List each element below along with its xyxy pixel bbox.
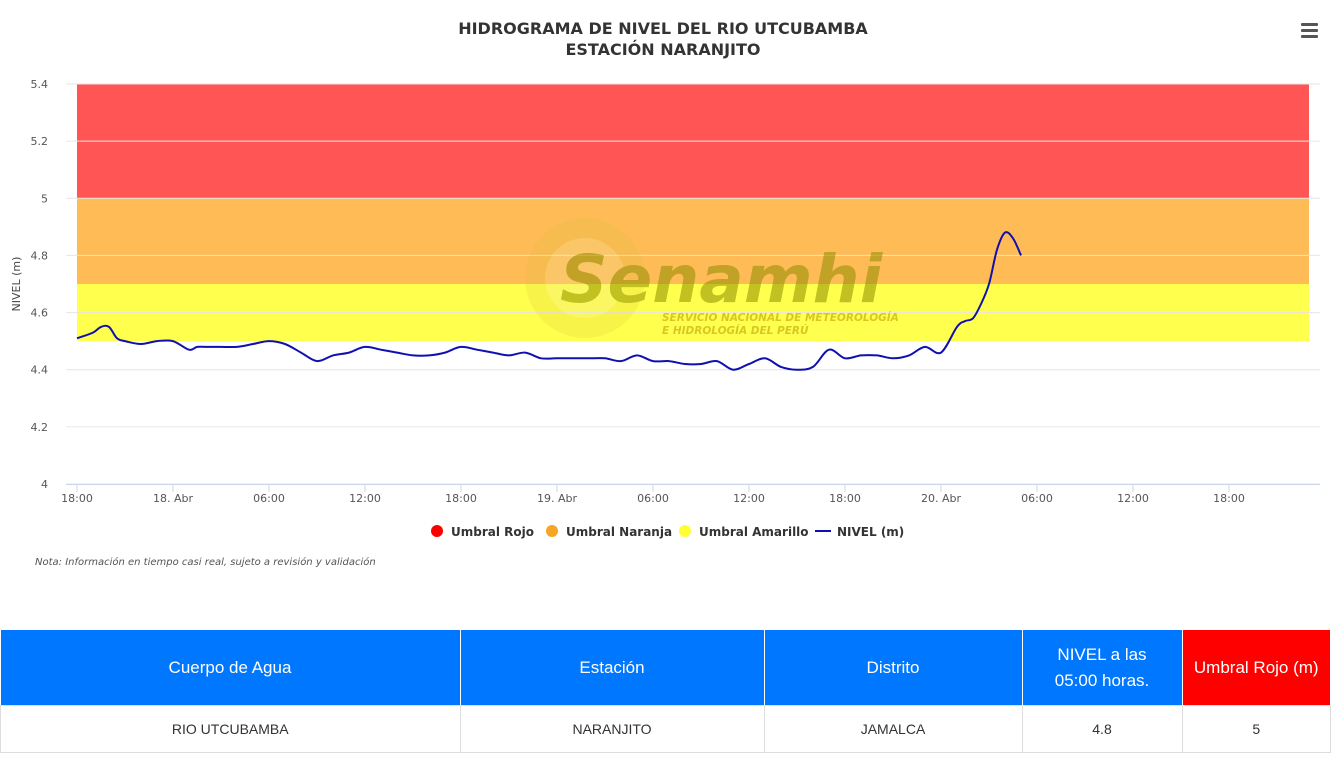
watermark-line-1: SERVICIO NACIONAL DE METEOROLOGÍA <box>662 311 899 324</box>
legend-marker-rojo[interactable] <box>431 525 443 537</box>
watermark-brand: Senamhi <box>560 241 884 318</box>
legend-marker-amarillo[interactable] <box>679 525 691 537</box>
band-umbral-naranja <box>77 198 1309 284</box>
legend-label-amarillo[interactable]: Umbral Amarillo <box>699 525 809 539</box>
y-tick-label: 5 <box>41 192 48 205</box>
y-axis-title: NIVEL (m) <box>10 257 23 312</box>
chart-title: HIDROGRAMA DE NIVEL DEL RIO UTCUBAMBA <box>458 19 868 38</box>
series-group <box>76 231 1022 371</box>
x-tick-label: 12:00 <box>1117 492 1149 505</box>
y-tick-label: 5.4 <box>31 78 49 91</box>
y-tick-label: 4 <box>41 478 48 491</box>
x-tick-label: 12:00 <box>733 492 765 505</box>
y-tick-label: 5.2 <box>31 135 49 148</box>
legend-label-rojo[interactable]: Umbral Rojo <box>451 525 534 539</box>
header-cuerpo-de-agua: Cuerpo de Agua <box>0 630 461 706</box>
header-nivel-line-2: 05:00 horas. <box>1054 670 1150 690</box>
x-tick-label: 18:00 <box>829 492 861 505</box>
legend-label-nivel[interactable]: NIVEL (m) <box>837 525 904 539</box>
cell-cuerpo-de-agua: RIO UTCUBAMBA <box>0 705 461 753</box>
x-tick-label: 18:00 <box>1213 492 1245 505</box>
y-tick-label: 4.2 <box>31 421 49 434</box>
y-axis-ticks: 4 4.2 4.4 4.6 4.8 5 5.2 5.4 <box>31 78 49 491</box>
cell-nivel: 4.8 <box>1021 705 1183 753</box>
station-info-table: Cuerpo de Agua Estación Distrito NIVEL a… <box>0 630 1331 753</box>
header-estacion: Estación <box>460 630 765 706</box>
table-header-row: Cuerpo de Agua Estación Distrito NIVEL a… <box>0 630 1331 706</box>
hamburger-menu-icon[interactable] <box>1296 20 1324 44</box>
x-tick-label: 12:00 <box>349 492 381 505</box>
y-tick-label: 4.6 <box>31 307 49 320</box>
x-tick-label: 06:00 <box>253 492 285 505</box>
y-tick-label: 4.4 <box>31 364 49 377</box>
watermark-line-2: E HIDROLOGÍA DEL PERÚ <box>662 324 809 337</box>
x-tick-label: 18:00 <box>61 492 93 505</box>
x-tick-label: 18:00 <box>445 492 477 505</box>
header-nivel: NIVEL a las 05:00 horas. <box>1022 630 1183 706</box>
x-tick-label: 06:00 <box>637 492 669 505</box>
sun-logo-icon <box>525 218 645 338</box>
x-tick-label: 19. Abr <box>537 492 577 505</box>
cell-estacion: NARANJITO <box>459 705 765 753</box>
x-tick-label: 18. Abr <box>153 492 193 505</box>
header-distrito: Distrito <box>764 630 1023 706</box>
series-line-nivel <box>76 231 1022 371</box>
senamhi-watermark: Senamhi SERVICIO NACIONAL DE METEOROLOGÍ… <box>525 218 899 338</box>
hydrograph-chart: HIDROGRAMA DE NIVEL DEL RIO UTCUBAMBA ES… <box>10 19 1320 568</box>
legend-label-naranja[interactable]: Umbral Naranja <box>566 525 672 539</box>
header-nivel-line-1: NIVEL a las <box>1057 644 1147 664</box>
chart-note: Nota: Información en tiempo casi real, s… <box>35 556 376 568</box>
legend-marker-naranja[interactable] <box>546 525 558 537</box>
header-umbral-rojo: Umbral Rojo (m) <box>1182 630 1331 706</box>
chart-subtitle: ESTACIÓN NARANJITO <box>565 40 760 59</box>
x-axis-ticks: 18:00 18. Abr 06:00 12:00 18:00 19. Abr 06:00 1… <box>61 484 1245 505</box>
x-tick-label: 20. Abr <box>921 492 961 505</box>
y-tick-label: 4.8 <box>31 249 49 262</box>
cell-umbral-rojo: 5 <box>1181 705 1331 753</box>
cell-distrito: JAMALCA <box>763 705 1023 753</box>
legend: Umbral Rojo Umbral Naranja Umbral Amaril… <box>431 525 904 539</box>
table-row: RIO UTCUBAMBA NARANJITO JAMALCA 4.8 5 <box>0 705 1331 753</box>
x-tick-label: 06:00 <box>1021 492 1053 505</box>
